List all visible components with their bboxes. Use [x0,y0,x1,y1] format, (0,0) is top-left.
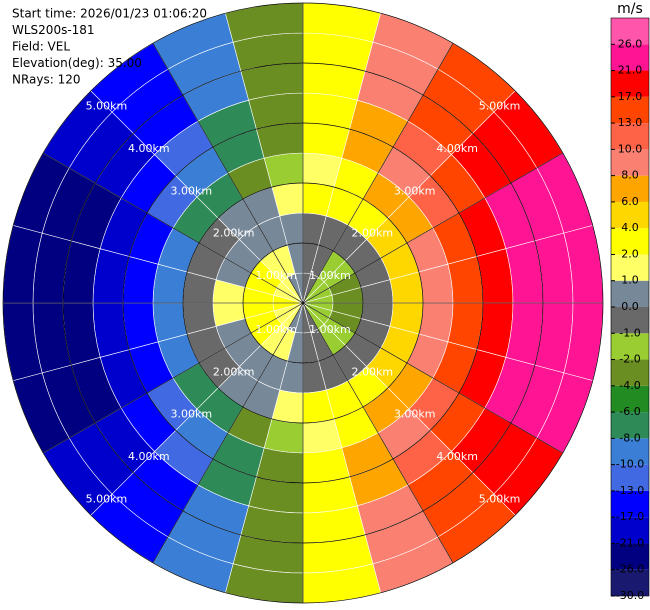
colorbar-bin [611,359,649,386]
spoke [152,43,304,304]
colorbar-bin [611,175,649,202]
colorbar-tick-label: 8.0 [621,169,639,182]
ppi-cells [2,2,604,604]
colorbar-tick-label: 10.0 [618,142,643,155]
velocity-cell [447,256,484,304]
spoke [152,302,304,563]
range-ring [122,122,484,484]
colorbar-tick-label: 21.0 [618,64,643,77]
range-ring-label: 3.00km [170,184,212,197]
colorbar-tick-label: 13.0 [618,116,643,129]
velocity-cell [256,447,304,484]
colorbar-bin [611,18,649,45]
colorbar-tick-label: 6.0 [621,195,639,208]
info-line: Elevation(deg): 35.00 [12,56,142,70]
range-ring-label: 2.00km [352,365,394,378]
velocity-cell [447,302,484,350]
colorbar-label: m/s [617,1,643,17]
polar-grid: 1.00km 1.00km 1.00km 1.00km 2.00km 2.00km 2.00… [2,2,604,604]
range-ring-label: 4.00km [128,450,170,463]
colorbar-frame [610,17,650,597]
colorbar-bin [611,438,649,465]
colorbar-bin [611,228,649,255]
colorbar-bin [611,464,649,491]
range-ring-label: 5.00km [479,493,521,506]
range-ring [242,242,364,364]
velocity-cell [122,302,159,350]
range-ring-label: 5.00km [86,99,128,112]
velocity-cell [302,122,350,159]
range-ring-label: 5.00km [479,99,521,112]
colorbar-tick-label: -6.0 [619,405,640,418]
info-line: WLS200s-181 [12,23,95,37]
colorbar-tick-label: 26.0 [618,37,643,50]
colorbar-bin [611,96,649,124]
velocity-cell [302,447,350,484]
range-ring-label: 4.00km [128,142,170,155]
colorbar-bin [611,543,649,570]
colorbar-bin [611,44,649,71]
info-block: Start time: 2026/01/23 01:06:20 WLS200s-1… [12,7,207,87]
colorbar-bin [611,149,649,176]
colorbar-tick-label: 2.0 [621,247,639,260]
colorbar: -30.0 -26.0 -21.0 -17.0 -13.0 -10.0 -8.0 -6.0 -4… [610,1,650,602]
colorbar-bin [611,307,649,334]
range-ring-label: 1.00km [255,323,297,336]
colorbar-bin [611,490,649,518]
spoke [302,302,563,454]
range-ring-label: 5.00km [86,493,128,506]
colorbar-tick-label: -1.0 [619,326,640,339]
spoke [302,43,454,304]
range-ring [62,62,544,544]
spoke [43,302,304,454]
colorbar-bin [611,70,649,97]
range-ring-label: 4.00km [436,142,478,155]
colorbar-tick-label: -4.0 [619,379,640,392]
colorbar-tick-label: -13.0 [616,484,644,497]
colorbar-tick-label: 4.0 [621,221,639,234]
colorbar-tick-label: -10.0 [616,458,644,471]
colorbar-bin [611,123,649,150]
colorbar-bin [611,280,649,307]
velocity-cell [256,122,304,159]
range-ring [2,2,604,604]
range-ring-label: 2.00km [352,227,394,240]
colorbar-bin [611,201,649,229]
info-line: Start time: 2026/01/23 01:06:20 [12,7,207,21]
range-ring-label: 2.00km [213,227,255,240]
info-line: Field: VEL [12,40,70,54]
colorbar-bin [611,412,649,439]
range-ring-label: 3.00km [170,408,212,421]
range-ring-label: 4.00km [436,450,478,463]
colorbar-tick-label: -26.0 [616,563,644,576]
colorbar-tick-label: 17.0 [618,90,643,103]
colorbar-tick-label: 1.0 [621,274,639,287]
range-ring-label: 3.00km [394,184,436,197]
range-ring-label: 1.00km [255,269,297,282]
range-ring [182,182,424,424]
colorbar-bin [611,385,649,413]
colorbar-tick-label: -17.0 [616,510,644,523]
range-ring-label: 1.00km [309,323,351,336]
velocity-cell [122,256,159,304]
colorbar-bin [611,569,649,596]
range-ring-label: 1.00km [309,269,351,282]
spoke [302,302,454,563]
colorbar-tick-label: -30.0 [616,589,644,602]
colorbar-bin [611,517,649,544]
colorbar-bin [611,254,649,281]
colorbar-bin [611,333,649,360]
colorbar-tick-label: -8.0 [619,431,640,444]
colorbar-tick-label: -21.0 [616,536,644,549]
info-line: NRays: 120 [12,73,81,87]
range-ring-label: 2.00km [213,365,255,378]
spoke [302,152,563,304]
spoke [43,152,304,304]
colorbar-tick-label: -2.0 [619,353,640,366]
range-ring-label: 3.00km [394,408,436,421]
colorbar-tick-label: 0.0 [621,300,639,313]
